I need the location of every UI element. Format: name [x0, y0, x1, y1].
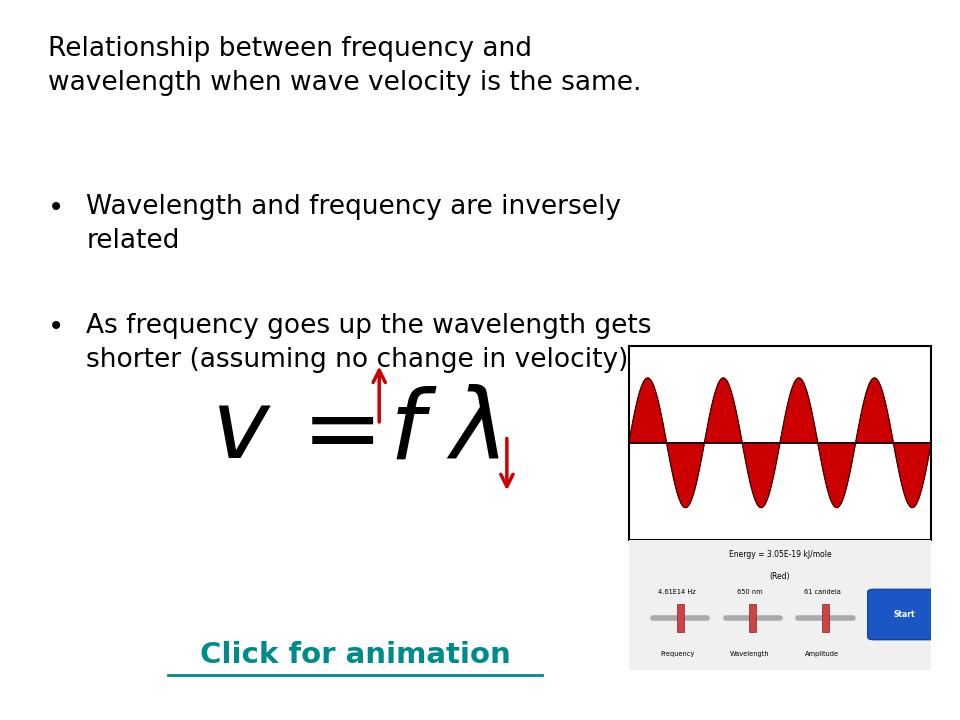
Text: •: •: [48, 194, 64, 222]
Text: 4.61E14 Hz: 4.61E14 Hz: [659, 589, 696, 595]
Text: Click for animation: Click for animation: [200, 642, 511, 669]
Text: Propagation: Propagation: [881, 589, 921, 595]
Text: Relationship between frequency and
wavelength when wave velocity is the same.: Relationship between frequency and wavel…: [48, 36, 641, 96]
Text: (Red): (Red): [770, 572, 790, 582]
Text: Wavelength and frequency are inversely
related: Wavelength and frequency are inversely r…: [86, 194, 621, 254]
FancyBboxPatch shape: [868, 589, 940, 640]
Text: 650 nm: 650 nm: [737, 589, 762, 595]
Text: Start: Start: [893, 610, 915, 619]
Text: Frequency: Frequency: [660, 651, 694, 657]
Text: Wavelength: Wavelength: [730, 651, 770, 657]
Bar: [749, 603, 756, 632]
Bar: [822, 603, 829, 632]
Text: Energy = 3.05E-19 kJ/mole: Energy = 3.05E-19 kJ/mole: [729, 550, 831, 559]
Bar: [677, 603, 684, 632]
Text: As frequency goes up the wavelength gets
shorter (assuming no change in velocity: As frequency goes up the wavelength gets…: [86, 313, 652, 373]
Text: $\mathit{f}$: $\mathit{f}$: [389, 385, 438, 479]
Text: 61 candela: 61 candela: [804, 589, 841, 595]
Text: Amplitude: Amplitude: [805, 651, 839, 657]
Text: $=$: $=$: [283, 385, 375, 479]
Text: $\mathit{\lambda}$: $\mathit{\lambda}$: [446, 385, 500, 479]
Text: •: •: [48, 313, 64, 341]
Text: $\mathit{v}$: $\mathit{v}$: [211, 385, 272, 479]
